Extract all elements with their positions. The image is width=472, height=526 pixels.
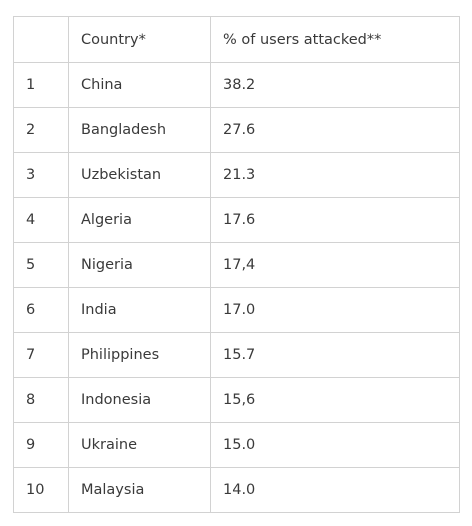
country-cell: Indonesia xyxy=(68,377,211,423)
rank-cell: 2 xyxy=(13,107,69,153)
rank-cell: 5 xyxy=(13,242,69,288)
rank-cell: 8 xyxy=(13,377,69,423)
percent-cell: 15.0 xyxy=(210,422,460,468)
header-country: Country* xyxy=(68,16,211,63)
table-header: Country* % of users attacked** xyxy=(13,16,460,63)
percent-cell: 21.3 xyxy=(210,152,460,198)
table-row: 4 Algeria 17.6 xyxy=(13,197,460,243)
country-cell: China xyxy=(68,62,211,108)
table-row: 2 Bangladesh 27.6 xyxy=(13,107,460,153)
percent-cell: 14.0 xyxy=(210,467,460,513)
table-row: 10 Malaysia 14.0 xyxy=(13,467,460,513)
percent-cell: 15.7 xyxy=(210,332,460,378)
country-cell: Uzbekistan xyxy=(68,152,211,198)
percent-cell: 15,6 xyxy=(210,377,460,423)
country-cell: Malaysia xyxy=(68,467,211,513)
table-row: 6 India 17.0 xyxy=(13,287,460,333)
table-body: 1 China 38.2 2 Bangladesh 27.6 3 Uzbekis… xyxy=(13,62,460,513)
country-cell: India xyxy=(68,287,211,333)
rank-cell: 10 xyxy=(13,467,69,513)
table-row: 3 Uzbekistan 21.3 xyxy=(13,152,460,198)
ranking-table: Country* % of users attacked** 1 China 3… xyxy=(13,16,460,513)
rank-cell: 1 xyxy=(13,62,69,108)
table-row: 5 Nigeria 17,4 xyxy=(13,242,460,288)
percent-cell: 17.6 xyxy=(210,197,460,243)
percent-cell: 38.2 xyxy=(210,62,460,108)
percent-cell: 17,4 xyxy=(210,242,460,288)
country-cell: Ukraine xyxy=(68,422,211,468)
table-row: 9 Ukraine 15.0 xyxy=(13,422,460,468)
header-rank xyxy=(13,16,69,63)
table-row: 7 Philippines 15.7 xyxy=(13,332,460,378)
country-cell: Bangladesh xyxy=(68,107,211,153)
rank-cell: 4 xyxy=(13,197,69,243)
table-row: 1 China 38.2 xyxy=(13,62,460,108)
rank-cell: 6 xyxy=(13,287,69,333)
header-row: Country* % of users attacked** xyxy=(13,16,460,63)
percent-cell: 17.0 xyxy=(210,287,460,333)
country-cell: Algeria xyxy=(68,197,211,243)
country-cell: Nigeria xyxy=(68,242,211,288)
percent-cell: 27.6 xyxy=(210,107,460,153)
table-row: 8 Indonesia 15,6 xyxy=(13,377,460,423)
rank-cell: 3 xyxy=(13,152,69,198)
country-cell: Philippines xyxy=(68,332,211,378)
rank-cell: 7 xyxy=(13,332,69,378)
rank-cell: 9 xyxy=(13,422,69,468)
header-percent: % of users attacked** xyxy=(210,16,460,63)
